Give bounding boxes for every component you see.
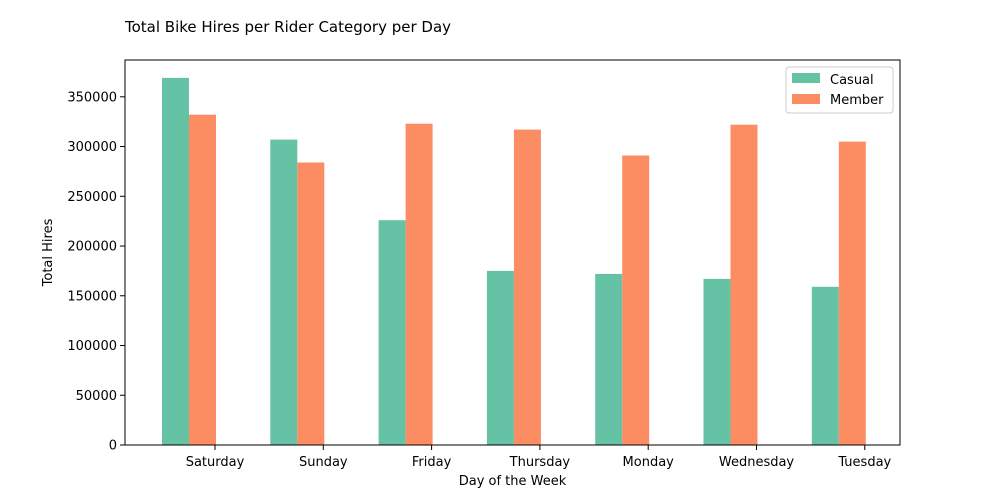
bar-member-friday (405, 123, 433, 445)
x-tick-label-sunday: Sunday (299, 455, 348, 470)
bar-casual-thursday (486, 270, 514, 445)
legend-swatch-casual (792, 73, 820, 83)
bar-member-wednesday (730, 124, 758, 445)
y-tick-label-350000: 350000 (67, 90, 117, 105)
chart-title: Total Bike Hires per Rider Category per … (124, 18, 451, 36)
bar-member-sunday (297, 162, 325, 445)
bar-casual-sunday (270, 139, 298, 445)
bar-casual-tuesday (811, 286, 839, 445)
x-tick-label-monday: Monday (623, 455, 675, 470)
legend-label-casual: Casual (830, 73, 874, 88)
x-tick-label-wednesday: Wednesday (719, 455, 795, 470)
bar-member-saturday (189, 114, 216, 445)
y-tick-label-0: 0 (109, 439, 117, 454)
y-tick-label-300000: 300000 (67, 140, 117, 155)
y-axis-label: Total Hires (41, 218, 56, 287)
bar-member-monday (622, 155, 650, 445)
y-tick-label-200000: 200000 (67, 240, 117, 255)
bars-layer (162, 77, 866, 446)
plot-frame (124, 59, 901, 446)
y-tick-label-100000: 100000 (67, 339, 117, 354)
bar-member-tuesday (838, 141, 866, 445)
x-tick-label-friday: Friday (412, 455, 452, 470)
legend-swatch-member (792, 94, 820, 104)
y-tick-label-150000: 150000 (67, 289, 117, 304)
bar-casual-wednesday (703, 278, 731, 445)
bar-casual-friday (378, 220, 406, 445)
x-tick-label-tuesday: Tuesday (837, 455, 891, 470)
legend: Casual Member (785, 66, 894, 114)
x-axis-label: Day of the Week (459, 474, 567, 489)
bar-casual-saturday (162, 77, 189, 446)
y-axis: 0 50000 100000 150000 200000 250000 300000 3500… (67, 90, 125, 454)
x-tick-label-thursday: Thursday (509, 455, 571, 470)
y-tick-label-250000: 250000 (67, 190, 117, 205)
bar-member-thursday (513, 129, 541, 445)
legend-label-member: Member (830, 93, 884, 108)
bar-casual-monday (595, 273, 623, 445)
y-tick-label-50000: 50000 (76, 389, 117, 404)
x-tick-label-saturday: Saturday (186, 455, 245, 470)
x-axis: Saturday Sunday Friday Thursday Monday Wednes… (186, 445, 892, 470)
